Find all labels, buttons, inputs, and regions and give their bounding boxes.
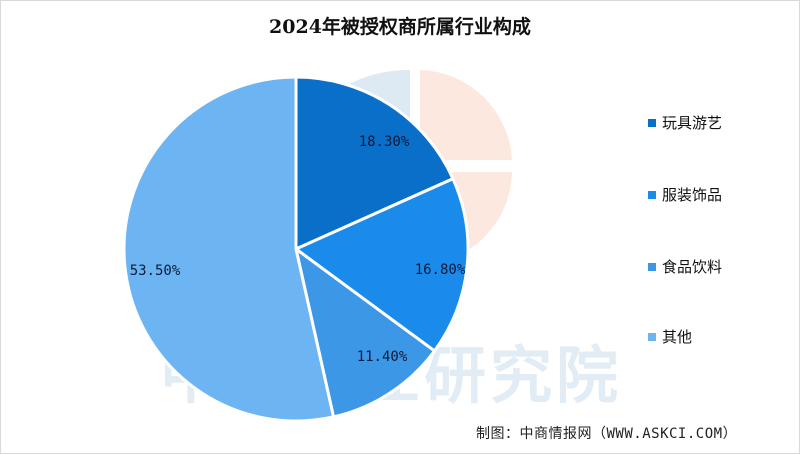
slice-value-label: 53.50% (130, 263, 181, 279)
pie-slice (294, 75, 455, 252)
legend-swatch-icon (648, 262, 656, 271)
legend-swatch-icon (648, 118, 656, 127)
legend-label: 服装饰品 (662, 186, 723, 204)
legend-item-other: 其他 (648, 326, 692, 347)
legend-label: 其他 (662, 328, 693, 346)
legend-item-food: 食品饮料 (648, 256, 722, 277)
legend-swatch-icon (648, 190, 656, 199)
slice-value-label: 16.80% (415, 262, 466, 278)
pie-slice (122, 75, 336, 423)
legend-item-apparel: 服装饰品 (648, 184, 722, 205)
legend-label: 食品饮料 (662, 258, 723, 276)
slice-value-label: 11.40% (357, 349, 408, 365)
pie-slice (293, 245, 437, 419)
chart-title: 2024年被授权商所属行业构成 (269, 16, 531, 38)
legend-swatch-icon (648, 332, 656, 341)
pie-slice (293, 176, 470, 354)
source-note: 制图：中商情报网（WWW.ASKCI.COM） (476, 426, 738, 442)
legend-label: 玩具游艺 (662, 114, 723, 132)
legend-item-toys: 玩具游艺 (648, 112, 722, 133)
slice-value-label: 18.30% (359, 134, 410, 150)
